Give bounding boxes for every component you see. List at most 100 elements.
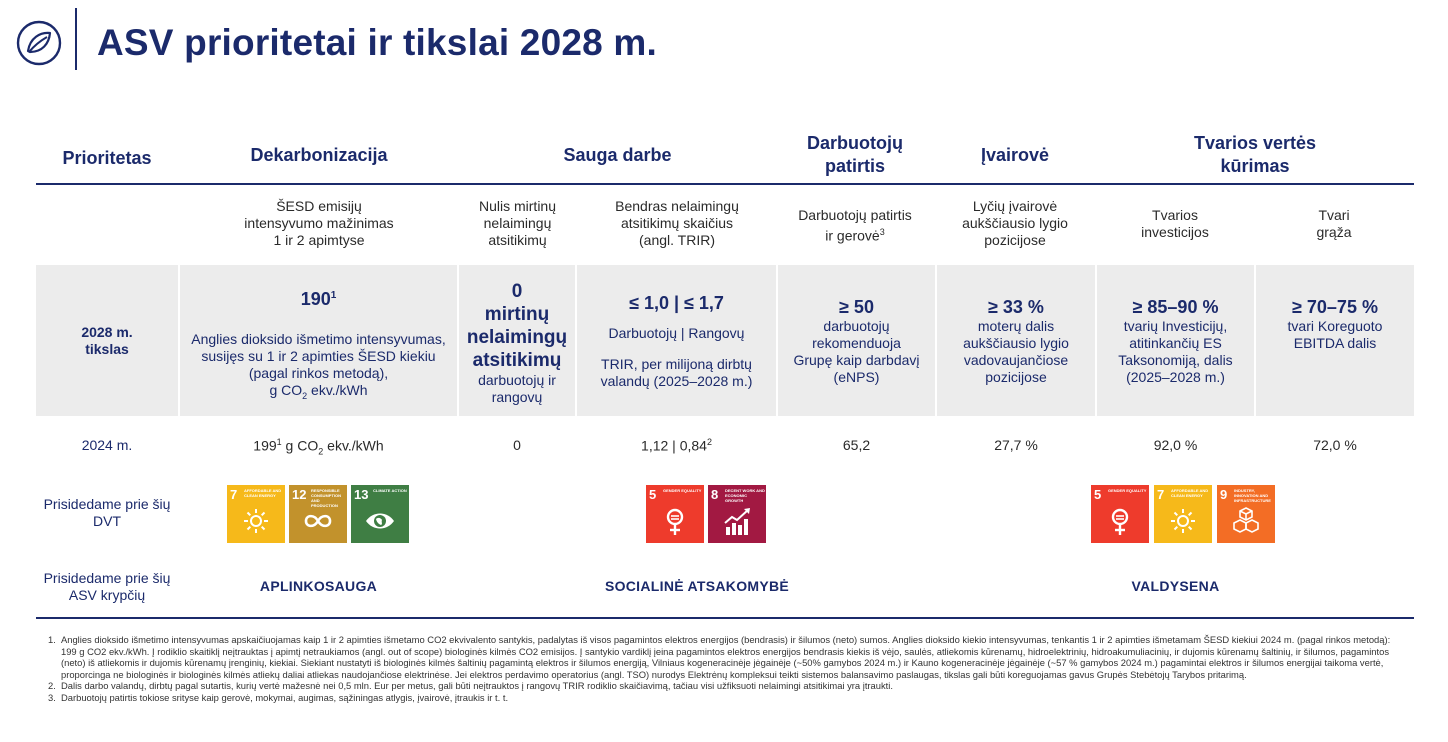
target-graza-desc: tvari Koreguoto EBITDA dalis <box>1256 318 1414 352</box>
sdg-12-consumption-icon: 12 Responsible consumption and productio… <box>289 485 347 543</box>
target-dekarb-desc: Anglies dioksido išmetimo intensyvumas, … <box>180 331 457 405</box>
dvt-label-line2: DVT <box>93 513 121 529</box>
band-invest <box>1097 265 1254 416</box>
sub-invest-line2: investicijos <box>1141 224 1209 240</box>
pillar-aplinkosauga: APLINKOSAUGA <box>259 578 378 594</box>
row-2024-trir-footnote: 2 <box>706 437 712 447</box>
sub-trir: Bendras nelaimingų atsitikimų skaičius (… <box>578 198 776 249</box>
header-sauga-text: Sauga darbe <box>563 145 672 165</box>
sdg-13-climate-icon: 13 Climate action <box>351 485 409 543</box>
target-trir-desc: TRIR, per milijoną dirbtų valandų (2025–… <box>577 356 776 390</box>
band-nulis <box>459 265 575 416</box>
target-enps: ≥ 50 darbuotojų rekomenduoja Grupę kaip … <box>778 297 935 386</box>
sub-sesd-line2: intensyvumo mažinimas <box>244 215 394 231</box>
band-moterys <box>937 265 1095 416</box>
sdg-7-clean-energy-icon-valdysena: 7 Affordable and clean energy <box>1154 485 1212 543</box>
target-enps-line3: Grupę kaip darbdavį <box>793 352 920 368</box>
target-nulis-value: 0 <box>511 281 523 302</box>
target-invest-line4: (2025–2028 m.) <box>1126 369 1225 385</box>
sdg-7-clean-energy-icon: 7 Affordable and clean energy <box>227 485 285 543</box>
sub-trir-line2: atsitikimų skaičius <box>620 215 734 231</box>
dvt-label: Prisidedame prie šių DVT <box>36 496 178 530</box>
sdg-7b-label: Affordable and clean energy <box>1171 488 1209 498</box>
header-patirtis-line1: Darbuotojų <box>807 133 903 153</box>
sdg-9-label: Industry, innovation and infrastructure <box>1234 488 1271 503</box>
header-tvarios-line1: Tvarios vertės <box>1193 133 1317 153</box>
target-invest-line1: tvarių Investicijų, <box>1123 318 1228 334</box>
target-moterys-desc: moterų dalis aukščiausio lygio vadovauja… <box>937 318 1095 386</box>
header-patirtis: Darbuotojų patirtis <box>780 132 930 178</box>
target-moterys-line1: moterų dalis <box>977 318 1055 334</box>
target-graza-line1: tvari Koreguoto <box>1287 318 1383 334</box>
asv-label-line1: Prisidedame prie šių <box>43 570 171 586</box>
sub-graza: Tvari grąža <box>1258 207 1410 241</box>
sub-lytis: Lyčių įvairovė aukščiausio lygio pozicij… <box>935 198 1095 249</box>
band-graza <box>1256 265 1414 416</box>
target-graza: ≥ 70–75 % tvari Koreguoto EBITDA dalis <box>1256 297 1414 352</box>
target-dekarb-line2: susijęs su 1 ir 2 apimties ŠESD kiekiu <box>201 348 436 364</box>
asv-label: Prisidedame prie šių ASV krypčių <box>36 570 178 604</box>
header-prioritetas-text: Prioritetas <box>62 148 152 168</box>
target-trir-line1: Darbuotojų | Rangovų <box>608 325 745 341</box>
sub-invest: Tvarios investicijos <box>1100 207 1250 241</box>
target-nulis-b2: nelaimingų <box>466 327 568 348</box>
leaf-logo-icon <box>16 20 62 66</box>
header-patirtis-line2: patirtis <box>824 156 885 176</box>
sdg-13-number: 13 <box>354 487 369 502</box>
band-dekarb <box>180 265 457 416</box>
cubes-icon <box>1233 507 1259 533</box>
row-2024-dekarb: 1991 g CO2 ekv./kWh <box>180 437 457 456</box>
header-dekarbonizacija-text: Dekarbonizacija <box>250 145 388 165</box>
footnote-1-number: 1. <box>48 634 56 645</box>
footnote-3-text: Darbuotojų patirtis tokiose srityse kaip… <box>61 691 509 703</box>
sun-icon-2 <box>1171 509 1195 533</box>
target-nulis-desc: darbuotojų ir rangovų <box>459 372 575 406</box>
header-prioritetas: Prioritetas <box>40 147 174 170</box>
target-dekarb-unit-sub: 2 <box>302 390 308 401</box>
target-invest-value: ≥ 85–90 % <box>1132 297 1219 317</box>
sdg-9-number: 9 <box>1220 487 1228 502</box>
target-dekarb-line3: (pagal rinkos metodą), <box>248 365 389 381</box>
sdg-5-number: 5 <box>649 487 657 502</box>
pillar-valdysena: VALDYSENA <box>1131 578 1220 594</box>
row-2024-dekarb-unit-a: g CO <box>281 437 319 454</box>
target-trir-value: ≤ 1,0 | ≤ 1,7 <box>629 293 724 313</box>
sdg-5-label: Gender equality <box>663 488 702 493</box>
target-dekarb-line4: g CO2 ekv./kWh <box>180 382 457 405</box>
target-dekarb-unit-b: ekv./kWh <box>307 382 368 398</box>
gender-symbol-icon-2 <box>1111 508 1129 535</box>
target-invest: ≥ 85–90 % tvarių Investicijų, atitinkanč… <box>1097 297 1254 386</box>
sdg-5b-number: 5 <box>1094 487 1102 502</box>
sdg-12-label: Responsible consumption and production <box>311 488 341 508</box>
target-dekarb-value: 1901 <box>180 285 457 310</box>
row-2024-trir-value: 1,12 | 0,84 <box>641 437 707 454</box>
gender-symbol-icon <box>666 508 684 535</box>
footnote-2-number: 2. <box>48 680 56 692</box>
target-dekarb-number: 190 <box>300 289 331 309</box>
sub-invest-line1: Tvarios <box>1152 207 1198 223</box>
target-invest-desc: tvarių Investicijų, atitinkančių ES Taks… <box>1097 318 1254 386</box>
row-2024-trir: 1,12 | 0,842 <box>577 437 776 454</box>
row-2024-dekarb-unit-b: ekv./kWh <box>323 437 384 454</box>
sdg-13-label: Climate action <box>373 488 407 493</box>
sdg-7b-number: 7 <box>1157 487 1165 502</box>
target-trir-line2: TRIR, per milijoną dirbtų <box>601 356 752 372</box>
target-trir: ≤ 1,0 | ≤ 1,7 Darbuotojų | Rangovų TRIR,… <box>577 293 776 390</box>
row-2024-dekarb-number: 199 <box>253 437 277 454</box>
sub-patirtis: Darbuotojų patirtis ir gerovė3 <box>780 207 930 245</box>
header-rule <box>36 183 1414 185</box>
target-enps-desc: darbuotojų rekomenduoja Grupę kaip darbd… <box>778 318 935 386</box>
band-enps <box>778 265 935 416</box>
sdg-5-gender-icon: 5 Gender equality <box>646 485 704 543</box>
target-label-line2: tikslas <box>85 341 129 357</box>
sub-sesd: ŠESD emisijų intensyvumo mažinimas 1 ir … <box>185 198 453 249</box>
sub-graza-line1: Tvari <box>1318 207 1350 223</box>
target-dekarb-line1: Anglies dioksido išmetimo intensyvumas, <box>191 331 446 347</box>
footnote-2-text: Dalis darbo valandų, dirbtų pagal sutart… <box>61 680 893 692</box>
header-tvarios-line2: kūrimas <box>1220 156 1290 176</box>
target-enps-value: ≥ 50 <box>839 297 874 317</box>
sub-nulis-line3: atsitikimų <box>488 232 547 248</box>
sun-icon <box>244 509 268 533</box>
sub-lytis-line2: aukščiausio lygio <box>962 215 1068 231</box>
row-2024-dekarb-footnote: 1 <box>276 437 282 447</box>
